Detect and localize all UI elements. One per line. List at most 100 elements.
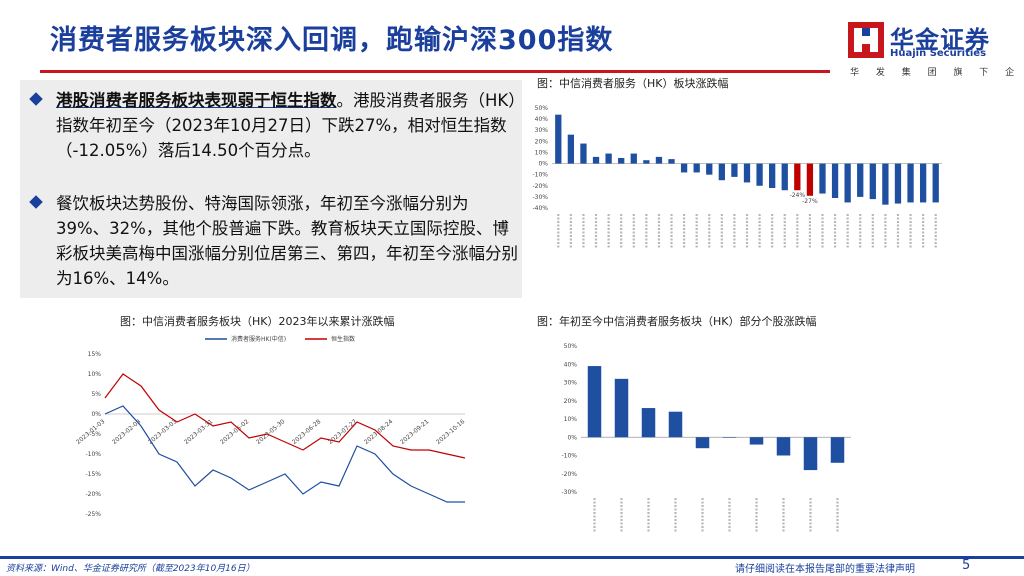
x-tick-label: 2023-09-21	[399, 418, 430, 446]
logo-subtitle: 华 发 集 团 旗 下 企 业	[850, 68, 1024, 78]
summary-textbox: 港股消费者服务板块表现弱于恒生指数。港股消费者服务（HK）指数年初至今（2023…	[20, 80, 522, 298]
y-tick-label: 40%	[535, 116, 549, 123]
y-tick-label: 20%	[564, 398, 578, 405]
bar	[749, 437, 764, 445]
bar	[580, 143, 587, 164]
bar	[592, 156, 600, 164]
y-tick-label: 40%	[564, 361, 578, 368]
stock-bar-chart-svg: 50% 40% 30% 20% 10% 0% -10% -20% -30%	[561, 343, 851, 532]
cumulative-line-chart-svg: 15% 10% 5% 0% -5% -10% -15% -20% -25% 2023-01-03 2…	[75, 335, 466, 518]
y-tick-label: 50%	[535, 105, 549, 112]
bar	[819, 163, 826, 194]
y-tick-label: -10%	[561, 453, 577, 460]
bar-data-label: -24%	[790, 192, 806, 199]
x-tick-label: 2023-01-03	[75, 418, 106, 446]
y-tick-label: 0%	[538, 161, 548, 168]
x-tick-label: 2023-06-28	[291, 418, 322, 446]
bar	[722, 437, 737, 438]
x-tick-label: 2023-05-02	[219, 418, 250, 446]
bar	[806, 163, 814, 196]
bar	[641, 408, 656, 438]
y-tick-label: 10%	[535, 149, 549, 156]
bar	[776, 437, 791, 456]
bar	[869, 163, 876, 200]
slide-title: 消费者服务板块深入回调，跑输沪深300指数	[50, 25, 614, 56]
y-tick-label: -15%	[85, 471, 101, 478]
logo-name-cn: 华金证券	[890, 26, 990, 54]
bar-data-label: -27%	[802, 198, 818, 205]
bullet-2-text: 餐饮板块达势股份、特海国际领涨，年初至今涨幅分别为39%、32%，其他个股普遍下…	[56, 194, 518, 288]
footer-divider	[0, 556, 1024, 559]
x-tick-label: 2023-03-31	[183, 418, 214, 446]
bar	[587, 366, 602, 438]
logo-name-en: Huajin Securities	[890, 48, 987, 59]
logo-mark-icon	[848, 22, 884, 58]
sector-bar-chart-svg: 50% 40% 30% 20% 10% 0% -10% -20% -30% -40% -24%-27…	[532, 105, 942, 248]
x-tick-label: 2023-05-30	[255, 418, 286, 446]
x-tick-label: 2023-07-27	[327, 418, 358, 446]
bar	[844, 163, 851, 203]
bar	[695, 437, 710, 449]
y-tick-label: -20%	[532, 183, 548, 190]
bar	[693, 163, 700, 173]
y-tick-label: 30%	[535, 127, 549, 134]
sector-bar-chart: 50% 40% 30% 20% 10% 0% -10% -20% -30% -40% -24% -27…	[530, 100, 950, 305]
footer-source: 资料来源：Wind、华金证券研究所（截至2023年10月16日）	[6, 564, 255, 574]
y-tick-label: -10%	[532, 172, 548, 179]
bar	[567, 134, 575, 164]
bullet-2: 餐饮板块达势股份、特海国际领涨，年初至今涨幅分别为39%、32%，其他个股普遍下…	[28, 191, 518, 291]
y-tick-label: 30%	[564, 380, 578, 387]
stock-bar-chart: 50% 40% 30% 20% 10% 0% -10% -20% -30%	[555, 340, 865, 545]
footer-disclaimer: 请仔细阅读在本报告尾部的重要法律声明	[735, 564, 915, 575]
legend-label: 消费者服务HK(中信)	[231, 335, 286, 343]
company-logo: 华金证券 Huajin Securities 华 发 集 团 旗 下 企 业	[848, 20, 1024, 80]
bar	[643, 160, 650, 164]
bar	[831, 163, 839, 198]
bar	[731, 163, 738, 177]
bar	[614, 378, 629, 438]
y-tick-label: -10%	[85, 451, 101, 458]
bar	[919, 163, 927, 203]
bar	[706, 163, 713, 175]
x-tick-label: 2023-08-24	[363, 418, 394, 446]
y-tick-label: 5%	[91, 391, 101, 398]
bar	[630, 153, 637, 164]
bar	[680, 163, 688, 173]
bar	[668, 159, 675, 164]
y-tick-label: -25%	[85, 511, 101, 518]
bar	[882, 163, 889, 205]
y-tick-label: -30%	[532, 194, 548, 201]
title-divider	[40, 70, 830, 73]
bar	[830, 437, 845, 463]
legend-label: 恒生指数	[331, 335, 355, 343]
y-tick-label: -5%	[89, 431, 101, 438]
series-line	[104, 405, 465, 503]
bar	[907, 163, 914, 203]
bar	[555, 114, 562, 164]
y-tick-label: 10%	[564, 416, 578, 423]
bullet-1-text: 。港股消费者服务（HK）指数年初至今（2023年10月27日）下跌27%，相对恒…	[56, 91, 517, 160]
y-tick-label: -30%	[561, 489, 577, 496]
y-tick-label: -20%	[561, 471, 577, 478]
y-tick-label: 15%	[88, 351, 102, 358]
x-tick-label: 2023-10-16	[435, 418, 466, 446]
caption-stock-chart: 图：年初至今中信消费者服务板块（HK）部分个股涨跌幅	[537, 315, 817, 328]
bar	[769, 163, 776, 188]
bar	[605, 153, 612, 164]
caption-sector-chart: 图：中信消费者服务（HK）板块涨跌幅	[537, 77, 729, 90]
bar	[794, 163, 801, 191]
y-tick-label: 0%	[91, 411, 101, 418]
bar	[718, 163, 725, 181]
bar	[803, 437, 818, 471]
bar	[857, 163, 864, 197]
y-tick-label: 50%	[564, 343, 578, 350]
y-tick-label: 10%	[88, 371, 102, 378]
bar	[668, 411, 683, 438]
bar	[781, 163, 788, 191]
bar	[756, 163, 763, 186]
bar	[932, 163, 939, 203]
bullet-1: 港股消费者服务板块表现弱于恒生指数。港股消费者服务（HK）指数年初至今（2023…	[28, 88, 518, 163]
bar	[655, 156, 663, 164]
bar	[618, 158, 625, 164]
y-tick-label: -40%	[532, 205, 548, 212]
